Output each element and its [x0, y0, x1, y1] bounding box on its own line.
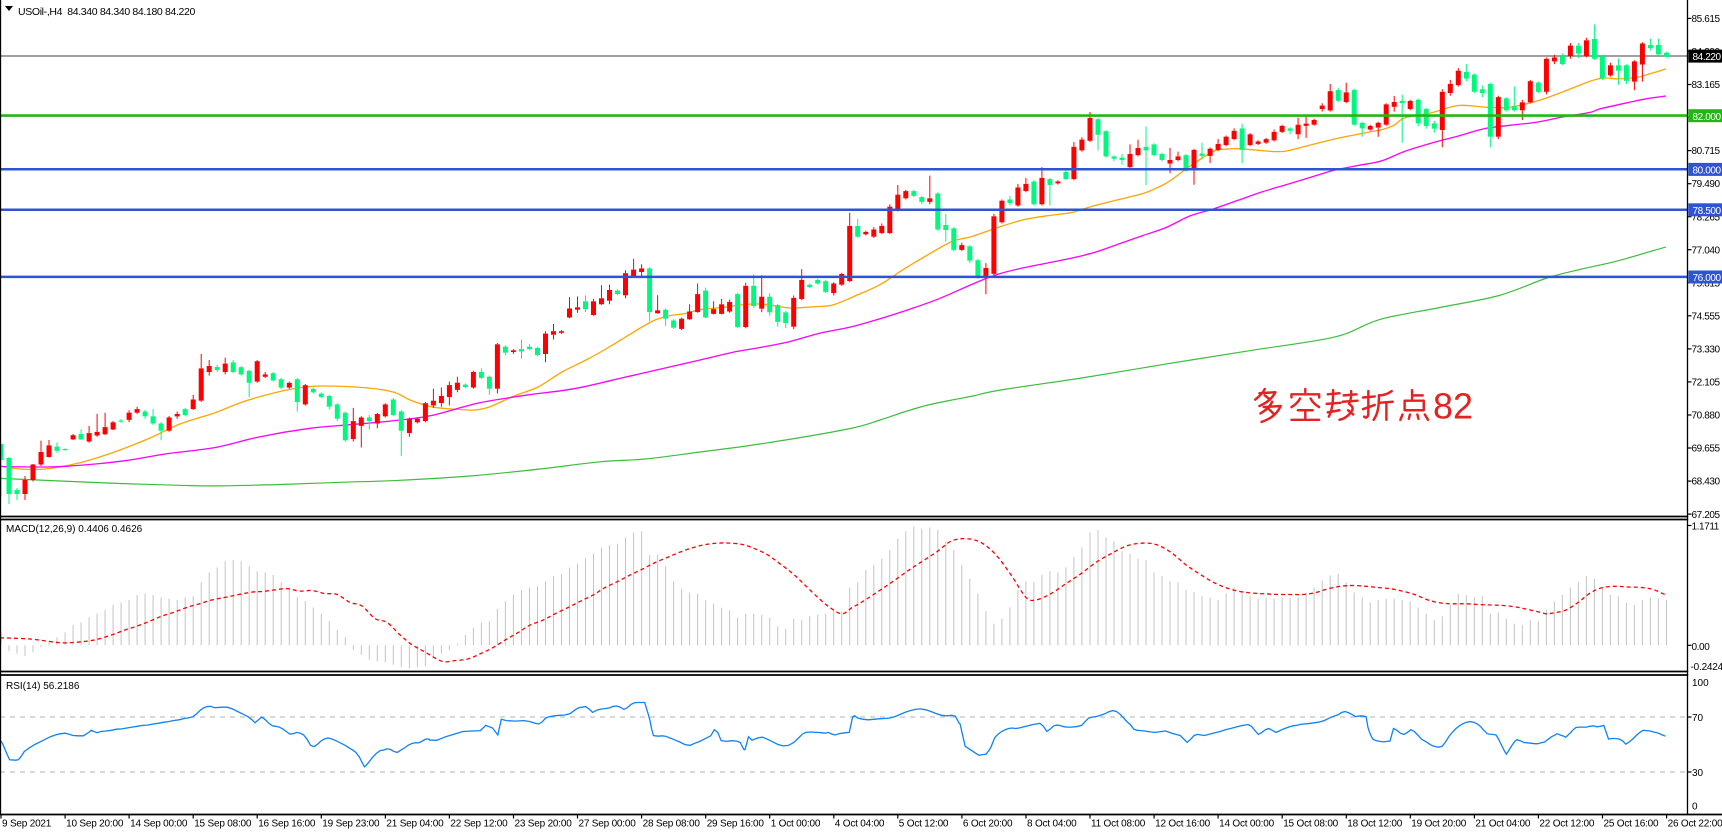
svg-text:78.265: 78.265	[1692, 212, 1721, 223]
svg-text:83.165: 83.165	[1692, 80, 1721, 91]
svg-text:11 Oct 08:00: 11 Oct 08:00	[1091, 819, 1146, 830]
svg-text:30: 30	[1692, 768, 1704, 779]
svg-text:0: 0	[1692, 802, 1698, 813]
svg-text:85.615: 85.615	[1692, 14, 1721, 25]
svg-text:10 Sep 20:00: 10 Sep 20:00	[66, 819, 124, 830]
svg-text:USOil-,H4 84.340 84.340 84.18: USOil-,H4 84.340 84.340 84.180 84.220	[18, 6, 196, 18]
svg-text:23 Sep 20:00: 23 Sep 20:00	[515, 819, 573, 830]
svg-text:9 Sep 2021: 9 Sep 2021	[2, 819, 52, 830]
svg-text:1.1711: 1.1711	[1692, 522, 1720, 533]
svg-text:19 Oct 20:00: 19 Oct 20:00	[1411, 819, 1466, 830]
svg-text:16 Sep 16:00: 16 Sep 16:00	[258, 819, 316, 830]
svg-text:22 Oct 12:00: 22 Oct 12:00	[1539, 819, 1594, 830]
svg-text:70: 70	[1692, 713, 1704, 724]
svg-text:68.430: 68.430	[1692, 477, 1721, 488]
svg-text:0.00: 0.00	[1692, 642, 1711, 653]
svg-text:79.490: 79.490	[1692, 179, 1721, 190]
svg-text:8 Oct 04:00: 8 Oct 04:00	[1027, 819, 1077, 830]
svg-text:-0.2424: -0.2424	[1691, 662, 1722, 673]
svg-text:21 Oct 04:00: 21 Oct 04:00	[1475, 819, 1530, 830]
svg-text:18 Oct 12:00: 18 Oct 12:00	[1347, 819, 1402, 830]
svg-text:28 Sep 08:00: 28 Sep 08:00	[643, 819, 701, 830]
svg-text:15 Sep 08:00: 15 Sep 08:00	[194, 819, 252, 830]
svg-text:75.815: 75.815	[1692, 278, 1721, 289]
svg-text:25 Oct 16:00: 25 Oct 16:00	[1604, 819, 1659, 830]
svg-text:84.220: 84.220	[1693, 52, 1722, 63]
svg-text:80.000: 80.000	[1693, 166, 1722, 177]
svg-text:4 Oct 04:00: 4 Oct 04:00	[835, 819, 885, 830]
svg-text:67.205: 67.205	[1692, 510, 1721, 521]
svg-text:1 Oct 00:00: 1 Oct 00:00	[771, 819, 821, 830]
svg-text:29 Sep 16:00: 29 Sep 16:00	[707, 819, 765, 830]
svg-text:77.040: 77.040	[1692, 245, 1721, 256]
svg-text:22 Sep 12:00: 22 Sep 12:00	[450, 819, 508, 830]
svg-text:76.000: 76.000	[1693, 273, 1722, 284]
svg-text:74.555: 74.555	[1692, 311, 1721, 322]
svg-text:14 Oct 00:00: 14 Oct 00:00	[1219, 819, 1274, 830]
svg-text:70.880: 70.880	[1692, 411, 1721, 422]
svg-text:21 Sep 04:00: 21 Sep 04:00	[386, 819, 444, 830]
svg-text:15 Oct 08:00: 15 Oct 08:00	[1283, 819, 1338, 830]
svg-text:12 Oct 16:00: 12 Oct 16:00	[1155, 819, 1210, 830]
svg-text:14 Sep 00:00: 14 Sep 00:00	[130, 819, 188, 830]
svg-text:27 Sep 00:00: 27 Sep 00:00	[579, 819, 637, 830]
svg-text:82.000: 82.000	[1693, 112, 1722, 123]
svg-text:RSI(14) 56.2186: RSI(14) 56.2186	[6, 681, 80, 692]
svg-text:26 Oct 22:00: 26 Oct 22:00	[1668, 819, 1722, 830]
svg-text:5 Oct 12:00: 5 Oct 12:00	[899, 819, 949, 830]
svg-text:MACD(12,26,9) 0.4406 0.4626: MACD(12,26,9) 0.4406 0.4626	[6, 524, 143, 535]
svg-text:100: 100	[1692, 678, 1709, 689]
svg-text:78.500: 78.500	[1693, 206, 1722, 217]
svg-text:72.105: 72.105	[1692, 378, 1721, 389]
svg-text:19 Sep 23:00: 19 Sep 23:00	[322, 819, 380, 830]
svg-text:73.330: 73.330	[1692, 345, 1721, 356]
svg-text:82: 82	[1433, 386, 1473, 427]
svg-text:80.715: 80.715	[1692, 146, 1721, 157]
svg-text:69.655: 69.655	[1692, 444, 1721, 455]
svg-text:6 Oct 20:00: 6 Oct 20:00	[963, 819, 1013, 830]
